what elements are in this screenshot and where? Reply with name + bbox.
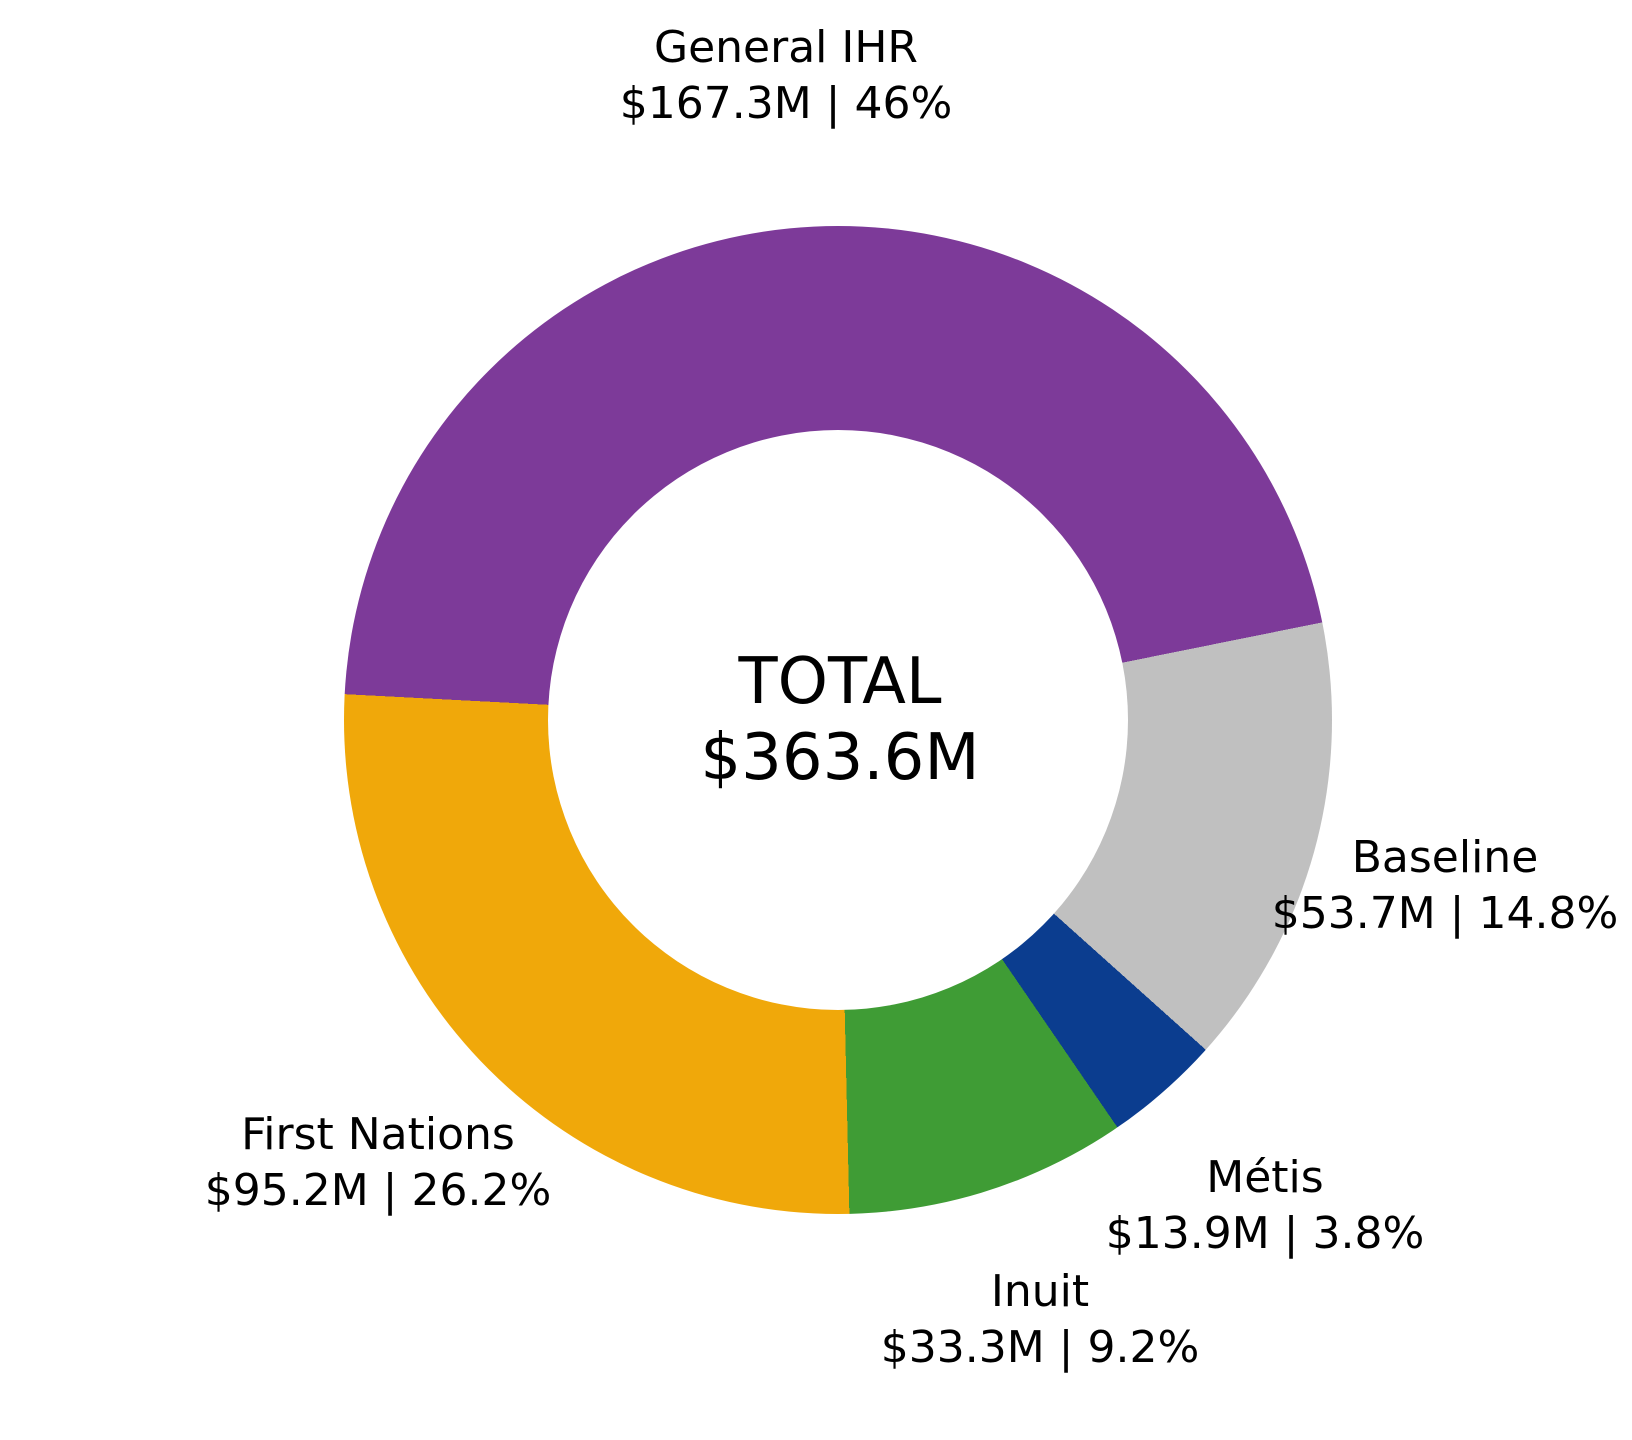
slice-label-first-nations: First Nations $95.2M | 26.2% bbox=[205, 1107, 552, 1219]
slice-label-inuit: Inuit $33.3M | 9.2% bbox=[881, 1264, 1200, 1376]
slice-label-baseline: Baseline $53.7M | 14.8% bbox=[1272, 830, 1619, 942]
slice-value: $33.3M | 9.2% bbox=[880, 1322, 1200, 1373]
slice-value: $167.3M | 46% bbox=[619, 78, 953, 129]
total-label: TOTAL bbox=[738, 645, 942, 719]
slice-value: $95.2M | 26.2% bbox=[204, 1165, 552, 1216]
slice-label-metis: Métis $13.9M | 3.8% bbox=[1106, 1150, 1425, 1262]
slice-value: $53.7M | 14.8% bbox=[1271, 888, 1619, 939]
slice-label-general-ihr: General IHR $167.3M | 46% bbox=[620, 20, 953, 132]
slice-name: Inuit bbox=[990, 1266, 1090, 1317]
donut-hole bbox=[548, 430, 1128, 1010]
slice-name: First Nations bbox=[241, 1109, 515, 1160]
slice-name: General IHR bbox=[653, 22, 919, 73]
slice-name: Baseline bbox=[1351, 832, 1539, 883]
slice-name: Métis bbox=[1206, 1152, 1324, 1203]
total-value: $363.6M bbox=[700, 721, 980, 795]
slice-value: $13.9M | 3.8% bbox=[1105, 1208, 1425, 1259]
center-label: TOTAL $363.6M bbox=[700, 644, 979, 796]
